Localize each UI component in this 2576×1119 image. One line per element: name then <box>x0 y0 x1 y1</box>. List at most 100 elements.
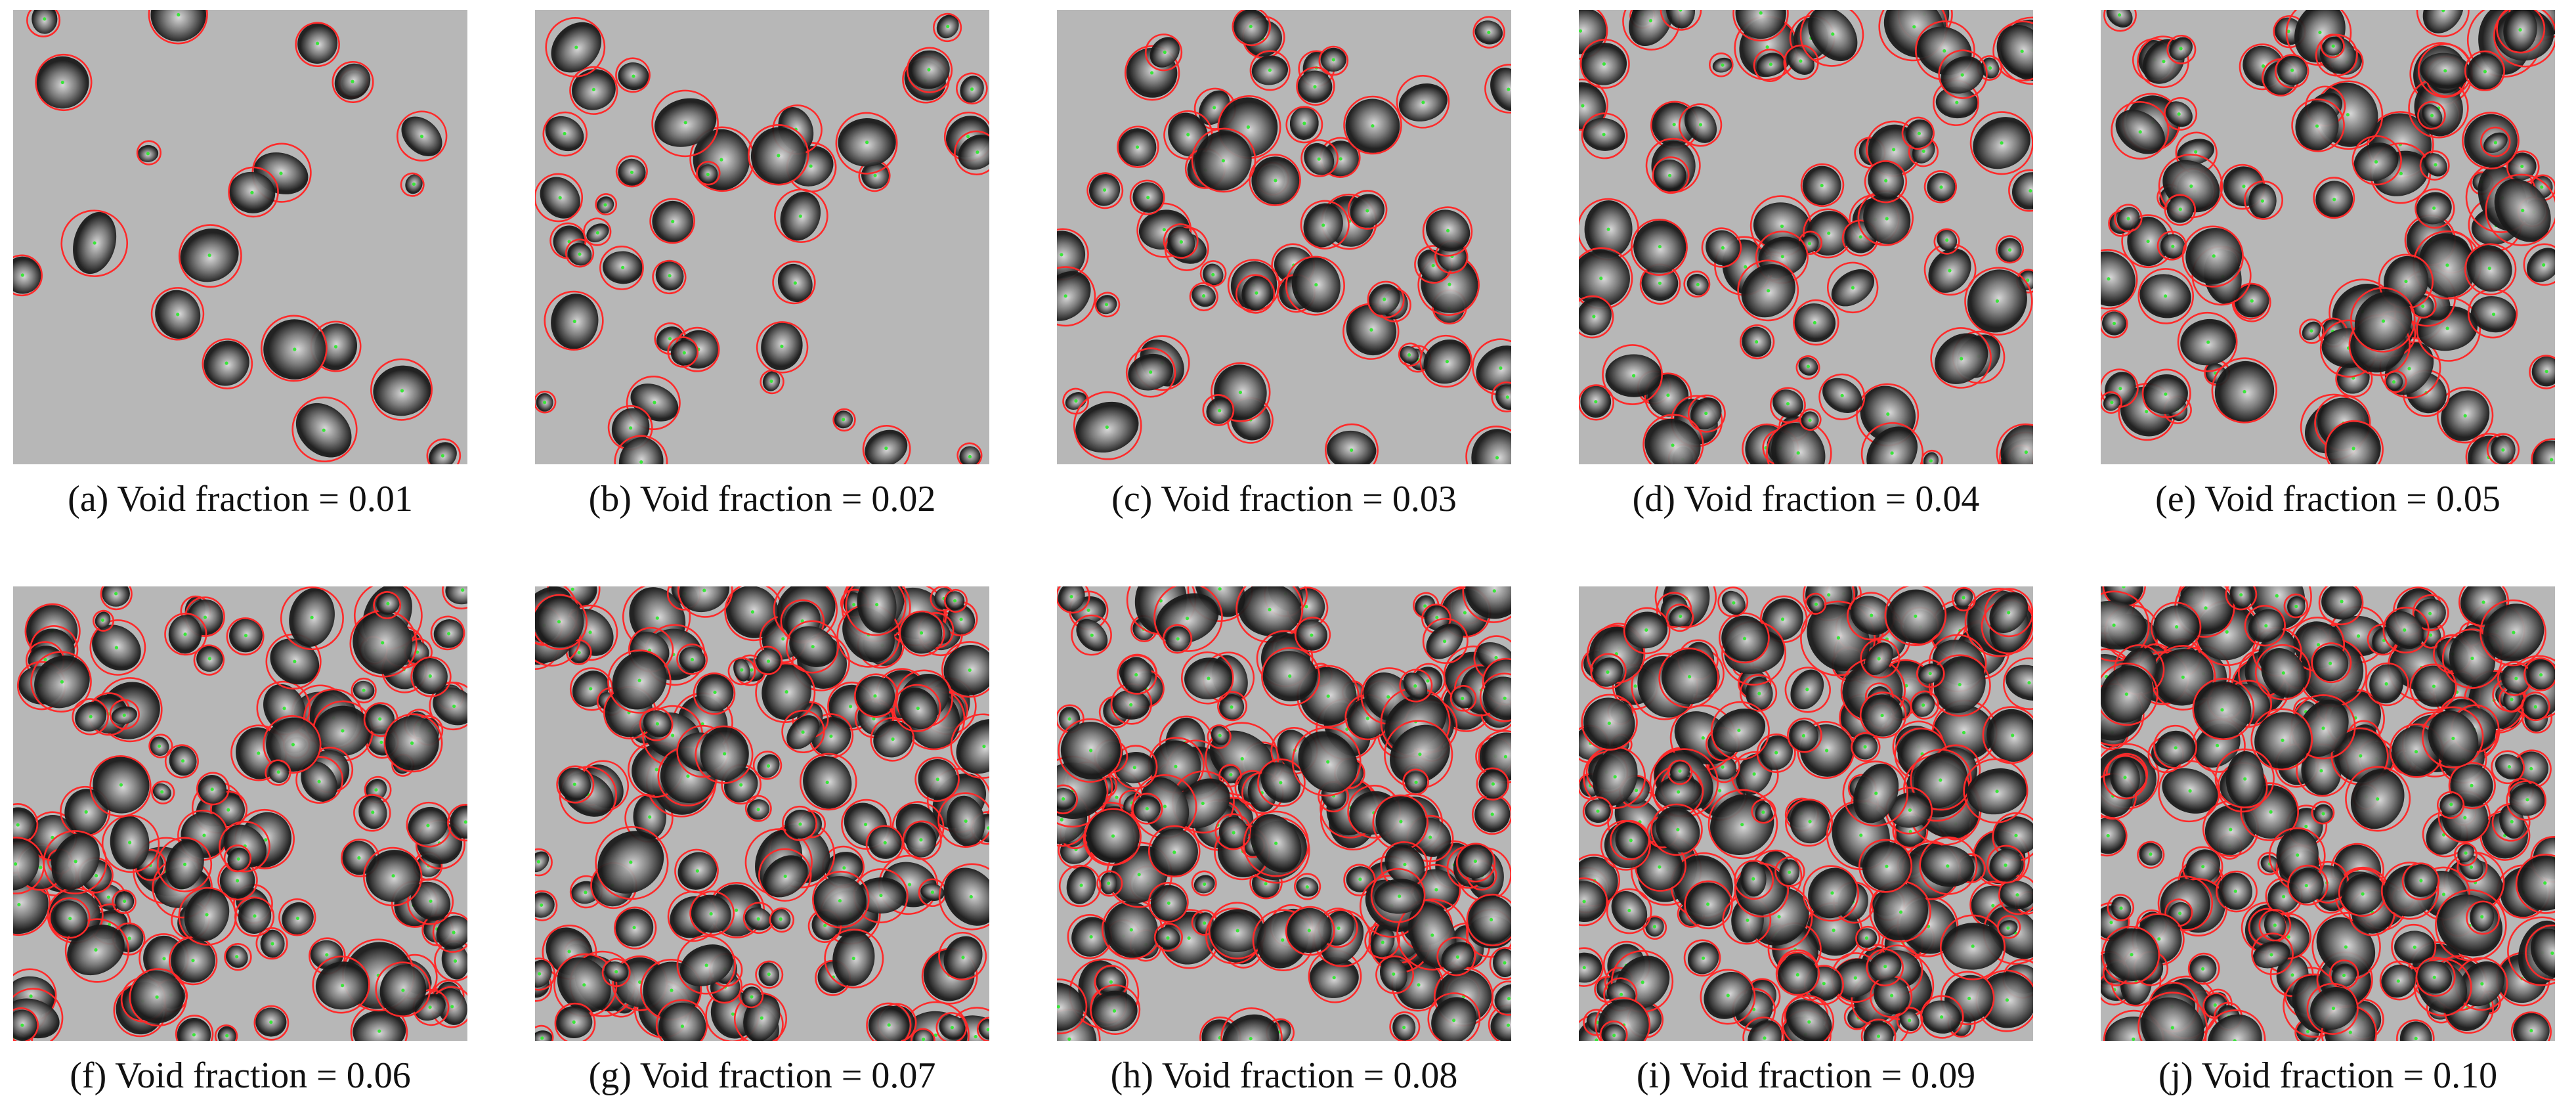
detection-circle <box>1295 617 1331 653</box>
caption-f-text: Void fraction = 0.06 <box>115 1055 411 1096</box>
center-marker <box>276 770 280 774</box>
bubble <box>253 1005 290 1041</box>
bubble <box>799 753 857 811</box>
bubble <box>1073 391 1142 460</box>
center-marker <box>2175 625 2179 629</box>
bubble <box>1579 39 1630 89</box>
center-marker <box>1418 753 1422 757</box>
detection-circle <box>156 837 213 892</box>
center-marker <box>1582 965 1586 970</box>
center-marker <box>695 869 699 873</box>
bubble <box>2244 605 2286 647</box>
detection-circle <box>1090 984 1141 1035</box>
bubble <box>758 848 812 902</box>
center-marker <box>1414 780 1418 784</box>
center-marker <box>1883 965 1887 969</box>
center-marker <box>203 615 207 619</box>
detection-circle <box>781 709 825 754</box>
detection-circle <box>100 586 133 611</box>
detection-circle <box>2379 960 2420 1001</box>
detection-circle <box>1717 586 1749 618</box>
detection-circle <box>260 315 328 382</box>
center-marker <box>2194 150 2198 154</box>
center-marker <box>236 857 240 861</box>
bubble <box>2150 602 2202 653</box>
center-marker <box>668 337 672 341</box>
detection-circle <box>689 890 735 936</box>
bubble <box>1389 1011 1421 1041</box>
bubble <box>938 863 989 931</box>
center-marker <box>1594 400 1598 404</box>
bubble <box>1090 984 1141 1035</box>
center-marker <box>51 835 54 839</box>
detection-circle <box>426 438 462 464</box>
center-marker <box>416 650 419 654</box>
detection-circle <box>1599 1020 1628 1041</box>
bubble <box>1884 586 1947 646</box>
center-marker <box>1939 778 1943 782</box>
center-marker <box>1864 936 1868 940</box>
center-marker <box>1203 882 1207 886</box>
bubble <box>1652 156 1690 194</box>
center-marker <box>653 401 656 405</box>
detection-circle <box>129 968 188 1027</box>
detection-circle <box>1291 726 1362 797</box>
center-marker <box>1163 804 1167 808</box>
detection-circle <box>1710 701 1770 760</box>
center-marker <box>100 618 105 622</box>
detection-circle <box>1148 825 1201 878</box>
bubble <box>755 960 784 989</box>
center-marker <box>574 45 578 49</box>
center-marker <box>162 957 166 961</box>
center-marker <box>572 1020 576 1024</box>
bubble <box>677 586 733 618</box>
center-marker <box>783 874 787 878</box>
bubble <box>1125 347 1176 398</box>
bubble <box>1491 381 1511 412</box>
bubble <box>1094 292 1121 318</box>
detection-circle <box>1153 586 1223 652</box>
center-marker <box>1089 749 1093 753</box>
center-marker <box>2157 937 2161 941</box>
bubble <box>2329 959 2359 990</box>
bubble <box>1472 338 1511 396</box>
bubble <box>2137 268 2195 324</box>
bubble <box>695 725 754 784</box>
bubble <box>1396 75 1450 129</box>
center-marker <box>1431 263 1435 268</box>
detection-circle <box>1774 856 1805 887</box>
center-marker <box>2112 321 2116 326</box>
center-marker <box>632 925 636 930</box>
detection-circle <box>396 110 448 162</box>
bubble <box>1144 33 1183 72</box>
detection-circle <box>224 942 252 971</box>
center-marker <box>1740 823 1744 827</box>
center-marker <box>1853 976 1857 980</box>
center-marker <box>1877 657 1881 661</box>
center-marker <box>1667 173 1672 177</box>
center-marker <box>2434 163 2437 167</box>
detection-circle <box>932 12 962 43</box>
bubble <box>769 907 794 933</box>
detection-circle <box>1261 647 1321 707</box>
center-marker <box>874 603 879 607</box>
detection-circle <box>1667 759 1693 785</box>
bubble <box>1191 870 1217 896</box>
detection-circle <box>1202 394 1235 426</box>
center-marker <box>567 950 571 954</box>
center-marker <box>2550 458 2554 462</box>
detection-circle <box>2479 599 2546 667</box>
detection-circle <box>667 336 699 368</box>
detection-circle <box>1300 139 1339 177</box>
center-marker <box>953 599 957 603</box>
center-marker <box>1434 888 1438 892</box>
center-marker <box>966 135 970 139</box>
caption-g-text: Void fraction = 0.07 <box>639 1055 936 1096</box>
detection-circle <box>150 287 205 341</box>
center-marker <box>1086 608 1090 612</box>
detection-circle <box>824 929 884 989</box>
center-marker <box>2164 294 2168 298</box>
center-marker <box>1752 772 1756 776</box>
center-marker <box>927 68 931 72</box>
center-marker <box>2351 447 2355 450</box>
